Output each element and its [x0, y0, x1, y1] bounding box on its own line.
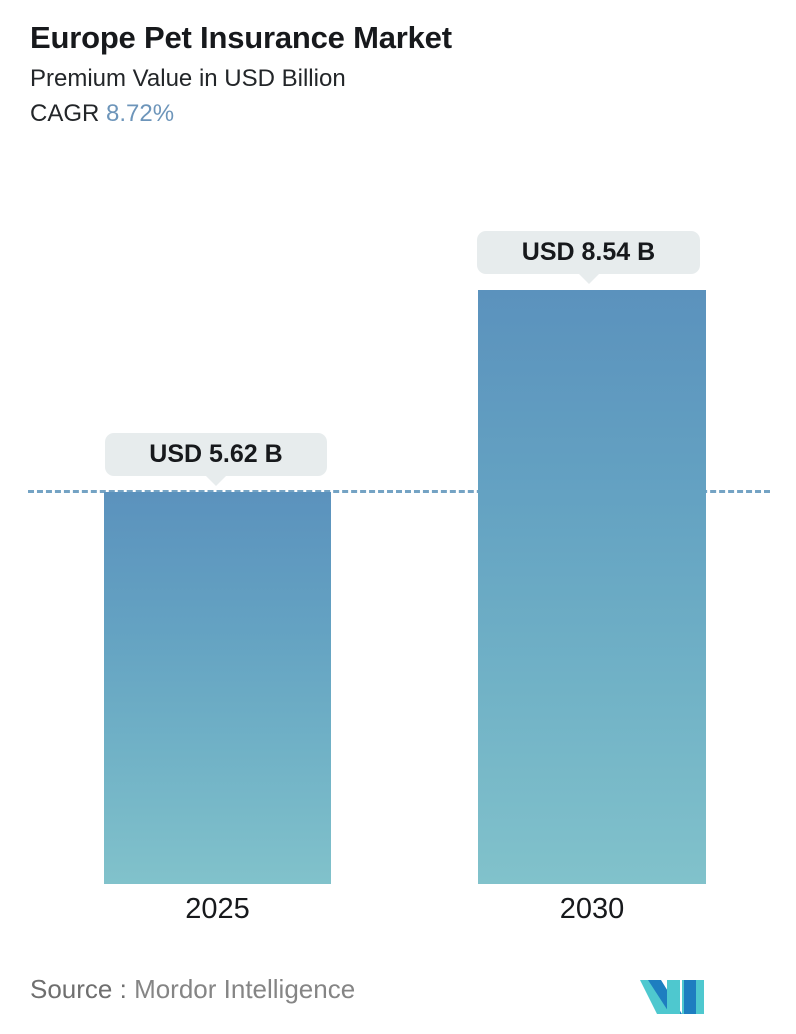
page-title: Europe Pet Insurance Market	[30, 20, 452, 55]
source-text: Source : Mordor Intelligence	[30, 974, 355, 1005]
bar-2025[interactable]	[104, 492, 331, 884]
value-label-2030: USD 8.54 B	[477, 231, 700, 284]
bar-fill	[478, 290, 706, 884]
source-name: Mordor Intelligence	[134, 974, 356, 1004]
x-axis-tick-2025: 2025	[185, 893, 250, 925]
cagr-line: CAGR 8.72%	[30, 99, 770, 129]
reference-line	[28, 490, 770, 493]
x-axis-tick-2030: 2030	[559, 893, 625, 925]
value-label-2025: USD 5.62 B	[105, 433, 327, 486]
bar-2030[interactable]	[478, 290, 706, 884]
chart-subtitle: Premium Value in USD Billion	[30, 64, 346, 92]
source-label: Source :	[30, 974, 127, 1004]
chart-header: Europe Pet Insurance Market Premium Valu…	[30, 20, 770, 129]
chart-footer: Source : Mordor Intelligence	[0, 972, 796, 1034]
mordor-intelligence-logo-icon	[640, 966, 706, 1022]
cagr-label: CAGR	[30, 99, 100, 127]
bar-fill	[104, 492, 331, 884]
cagr-value: 8.72%	[106, 99, 175, 127]
